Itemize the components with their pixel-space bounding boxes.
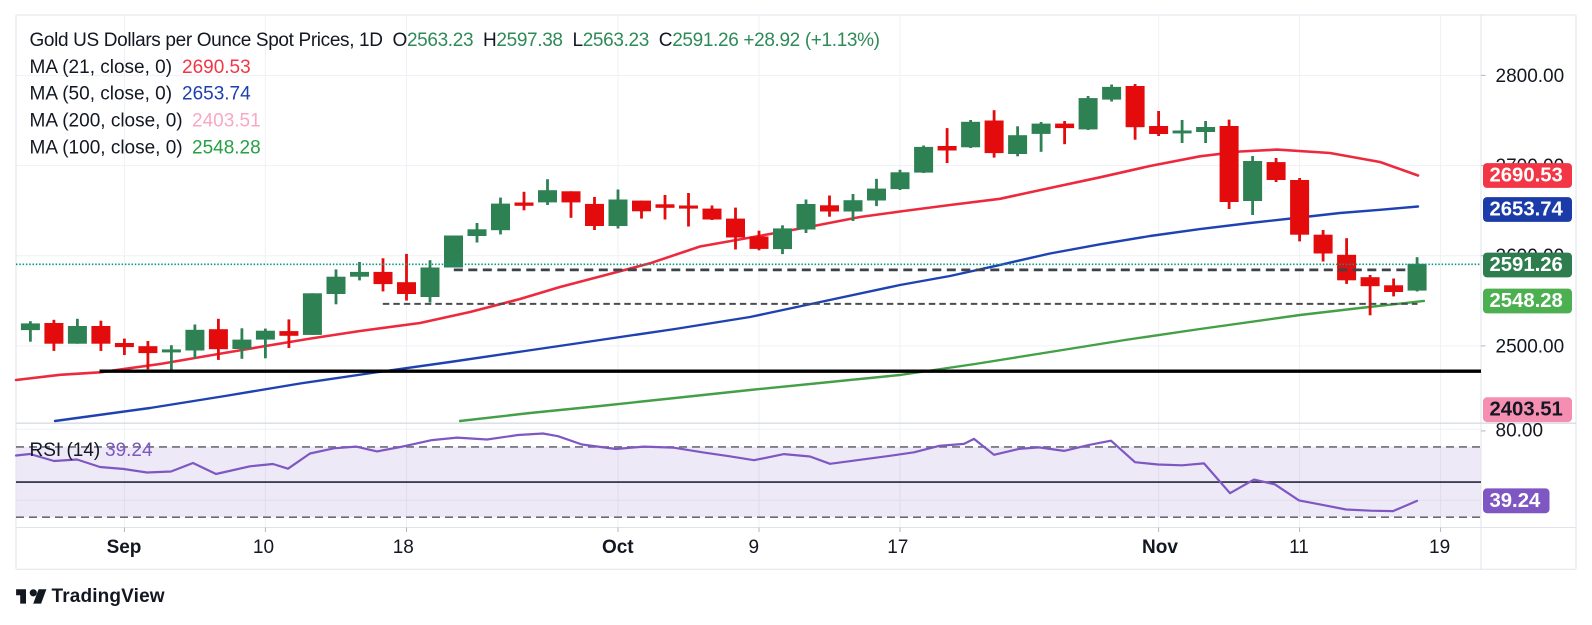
svg-text:11: 11 xyxy=(1289,537,1309,558)
svg-text:2548.28: 2548.28 xyxy=(192,137,261,158)
svg-text:2403.51: 2403.51 xyxy=(1490,399,1563,421)
svg-text:19: 19 xyxy=(1429,537,1450,558)
svg-text:MA (50, close, 0): MA (50, close, 0) xyxy=(30,84,173,105)
svg-text:RSI (14): RSI (14) xyxy=(30,440,101,461)
svg-text:2548.28: 2548.28 xyxy=(1490,290,1563,312)
svg-text:Gold US Dollars per Ounce Spot: Gold US Dollars per Ounce Spot Prices, 1… xyxy=(30,30,880,51)
svg-text:Sep: Sep xyxy=(107,537,142,558)
svg-text:17: 17 xyxy=(887,537,908,558)
svg-text:9: 9 xyxy=(749,537,760,558)
svg-text:10: 10 xyxy=(253,537,274,558)
svg-text:2500.00: 2500.00 xyxy=(1496,336,1565,357)
svg-text:39.24: 39.24 xyxy=(1490,490,1541,512)
svg-text:80.00: 80.00 xyxy=(1496,420,1544,441)
svg-text:2653.74: 2653.74 xyxy=(182,84,251,105)
svg-text:MA (200, close, 0): MA (200, close, 0) xyxy=(30,111,183,132)
svg-text:2800.00: 2800.00 xyxy=(1496,66,1565,87)
svg-text:MA (100, close, 0): MA (100, close, 0) xyxy=(30,137,183,158)
svg-text:2690.53: 2690.53 xyxy=(182,57,251,78)
svg-text:2653.74: 2653.74 xyxy=(1490,199,1564,221)
svg-text:2591.26: 2591.26 xyxy=(1490,254,1563,276)
svg-text:Nov: Nov xyxy=(1142,537,1178,558)
svg-text:Oct: Oct xyxy=(602,537,634,558)
svg-text:MA (21, close, 0): MA (21, close, 0) xyxy=(30,57,173,78)
svg-text:39.24: 39.24 xyxy=(105,440,153,461)
svg-text:2690.53: 2690.53 xyxy=(1490,165,1563,187)
svg-text:18: 18 xyxy=(393,537,414,558)
svg-text:2403.51: 2403.51 xyxy=(192,111,261,132)
svg-text:TradingView: TradingView xyxy=(52,586,165,607)
